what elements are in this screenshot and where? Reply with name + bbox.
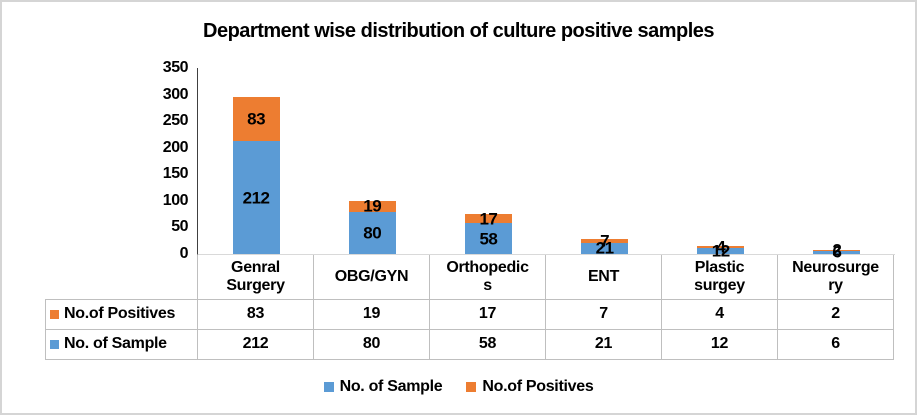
bar-value-label: 19 [363, 196, 382, 216]
table-header-cell: OBG/GYN [314, 255, 430, 300]
y-axis-tick-label: 250 [162, 112, 189, 130]
legend-swatch-icon [466, 382, 477, 392]
table-value-cell: 58 [430, 330, 546, 360]
legend-item: No.of Positives [466, 378, 594, 396]
table-value-cell: 80 [314, 330, 430, 360]
bar-stack [348, 201, 396, 254]
bar-value-label: 2 [832, 240, 842, 260]
bar-stack [697, 245, 745, 254]
table-value-cell: 19 [314, 300, 430, 330]
bar-stack [464, 214, 512, 254]
series-key-icon [50, 340, 59, 349]
table-row-label: No. of Sample [45, 330, 198, 360]
table-value-cell: 21 [546, 330, 662, 360]
table-value-cell: 212 [198, 330, 314, 360]
legend-label: No.of Positives [482, 378, 594, 395]
y-axis-tick-label: 150 [162, 165, 189, 183]
table-value-cell: 6 [778, 330, 894, 360]
table-header-cell: Orthopedic s [430, 255, 546, 300]
y-axis-tick-label: 350 [162, 59, 189, 76]
bar-value-label: 6 [832, 242, 842, 262]
bar-stack [813, 249, 861, 254]
bar-segment [232, 141, 280, 254]
bar-value-label: 83 [247, 109, 266, 129]
legend: No. of Sample No.of Positives [2, 378, 915, 396]
bar-value-label: 212 [242, 188, 270, 208]
data-table: Genral Surgery OBG/GYN Orthopedic s ENT Plas… [45, 255, 894, 360]
bar-segment [464, 223, 512, 254]
bar-segment [348, 201, 396, 212]
bar-segment [232, 97, 280, 142]
y-axis-tick-label: 300 [162, 85, 189, 103]
bar-segment [813, 250, 861, 254]
table-header-cell: Neurosurge ry [778, 255, 894, 300]
table-value-cell: 12 [662, 330, 778, 360]
table-value-cell: 17 [430, 300, 546, 330]
bar-segment [348, 211, 396, 254]
bar-segment [581, 239, 629, 243]
y-axis-tick-label: 0 [179, 245, 189, 262]
bar-stack [581, 239, 629, 254]
bar-segment [813, 249, 861, 251]
table-corner-cell [45, 255, 198, 300]
chart-title: Department wise distribution of culture … [203, 20, 715, 42]
row-label-text: No. of Sample [64, 335, 167, 353]
table-value-cell: 2 [778, 300, 894, 330]
bar-segment [581, 242, 629, 254]
bar-value-label: 17 [479, 209, 498, 229]
legend-swatch-icon [323, 382, 334, 392]
bar-segment [697, 247, 745, 254]
table-value-cell: 7 [546, 300, 662, 330]
table-header-cell: ENT [546, 255, 662, 300]
bar-value-label: 7 [600, 231, 610, 251]
table-value-cell: 4 [662, 300, 778, 330]
bar-value-label: 58 [479, 229, 498, 249]
table-header-cell: Genral Surgery [198, 255, 314, 300]
table-header-cell: Plastic surgey [662, 255, 778, 300]
legend-item: No. of Sample [323, 378, 443, 396]
bar-value-label: 12 [711, 241, 730, 261]
bar-value-label: 80 [363, 223, 382, 243]
table-value-cell: 83 [198, 300, 314, 330]
plot-area: 350 300 250 200 150 100 50 0 212 83 80 19 58 17 21 7 12 4… [163, 60, 895, 262]
y-axis-tick-label: 50 [171, 218, 188, 236]
row-label-text: No.of Positives [64, 305, 176, 323]
table-row-label: No.of Positives [45, 300, 198, 330]
series-key-icon [50, 310, 59, 319]
bar-segment [464, 214, 512, 224]
bar-stack [232, 97, 280, 254]
legend-label: No. of Sample [339, 378, 443, 395]
bar-value-label: 21 [595, 238, 614, 258]
bar-segment [697, 245, 745, 248]
y-axis-tick-label: 100 [162, 191, 189, 209]
y-axis-tick-label: 200 [162, 138, 189, 156]
bar-value-label: 4 [716, 237, 726, 257]
